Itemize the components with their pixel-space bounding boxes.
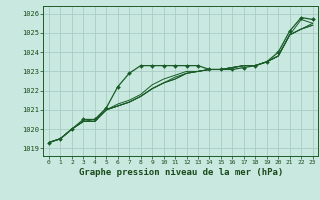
X-axis label: Graphe pression niveau de la mer (hPa): Graphe pression niveau de la mer (hPa) bbox=[79, 168, 283, 177]
